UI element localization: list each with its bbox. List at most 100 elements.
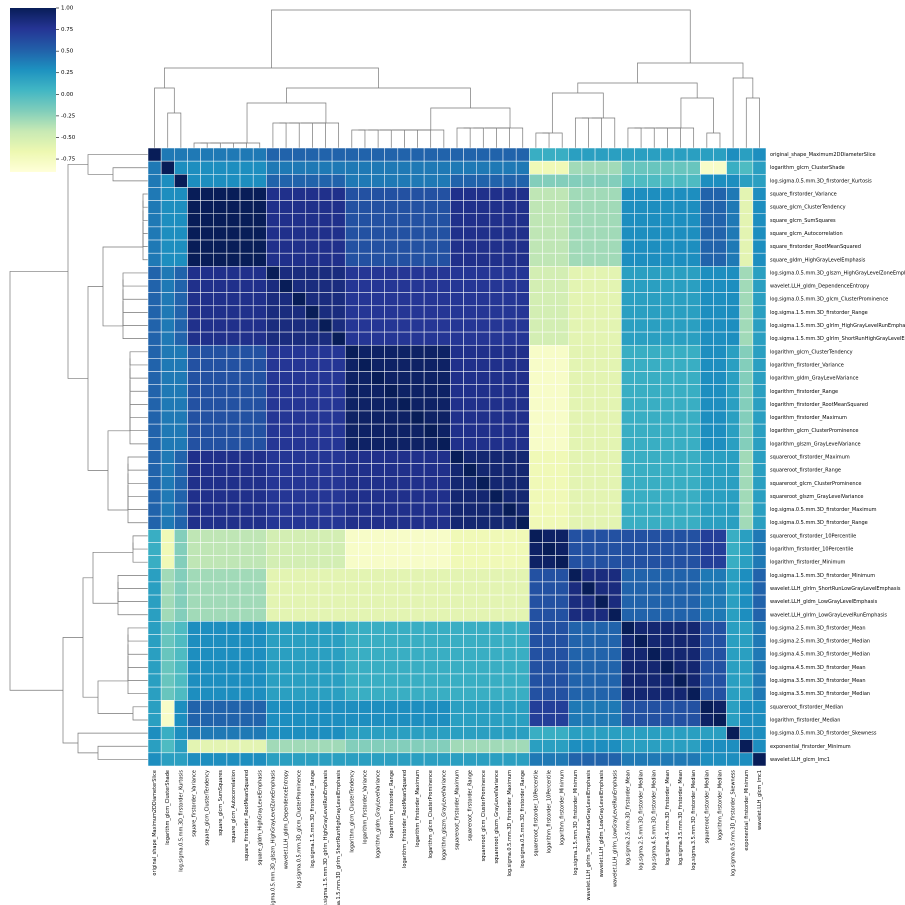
cell [647, 647, 662, 662]
cell [607, 397, 622, 412]
cell [739, 174, 754, 188]
cell [621, 581, 635, 596]
row-label: wavelet.LLH_glrlm_ShortRunLowGrayLevelEm… [770, 586, 901, 592]
cell [174, 542, 188, 556]
cell [187, 726, 201, 740]
cell [305, 752, 320, 767]
cell [660, 621, 675, 635]
cell [397, 542, 412, 556]
cell [502, 739, 517, 754]
cell [647, 358, 662, 372]
cell [739, 502, 754, 517]
cell [213, 252, 228, 267]
cell [318, 634, 333, 648]
cell [621, 344, 635, 359]
cell [318, 213, 333, 228]
cell [568, 213, 583, 228]
cell [266, 476, 280, 491]
cell [489, 647, 504, 662]
cell [292, 568, 307, 583]
cell [568, 344, 583, 359]
cell [200, 700, 214, 714]
cell [647, 410, 662, 425]
cell [713, 266, 727, 280]
row-label: square_glcm_Autocorrelation [770, 231, 843, 237]
cell [344, 187, 359, 201]
cell [673, 476, 688, 491]
cell [371, 239, 385, 254]
cell [726, 463, 740, 477]
cell [423, 739, 438, 754]
cell [226, 252, 241, 267]
cell [437, 647, 451, 662]
cell [463, 660, 477, 675]
cell [673, 213, 688, 228]
cell [147, 581, 162, 596]
cell [515, 673, 530, 688]
cell [700, 489, 714, 504]
cell [713, 607, 727, 622]
cell [397, 344, 412, 359]
cell [726, 252, 740, 267]
cell [187, 397, 201, 412]
cell [594, 476, 609, 491]
cell [384, 673, 399, 688]
cell [344, 160, 359, 175]
cell [305, 739, 320, 754]
cell [384, 174, 399, 188]
cell [555, 147, 570, 162]
cell [305, 673, 320, 688]
cell [344, 450, 359, 464]
cell [147, 266, 162, 280]
cell [266, 686, 280, 701]
cell [239, 568, 254, 583]
cell [397, 266, 412, 280]
cell [489, 686, 504, 701]
cell [147, 673, 162, 688]
cell [384, 423, 399, 438]
cell [594, 423, 609, 438]
cell [463, 226, 477, 241]
cell [239, 476, 254, 491]
cell [187, 502, 201, 517]
cell [331, 700, 346, 714]
cell [187, 160, 201, 175]
cell [437, 686, 451, 701]
cell [344, 515, 359, 530]
cell [331, 174, 346, 188]
cell [266, 160, 280, 175]
cell [226, 673, 241, 688]
cell [489, 437, 504, 451]
cell [384, 726, 399, 740]
dendrogram-link [271, 9, 691, 68]
cell [147, 463, 162, 477]
cell [226, 542, 241, 556]
cell [476, 305, 491, 320]
cell [397, 279, 412, 293]
cell [634, 384, 648, 399]
cell [726, 266, 740, 280]
cell [529, 713, 543, 727]
cell [344, 621, 359, 635]
cell [423, 686, 438, 701]
cell [410, 476, 425, 491]
cell [529, 542, 543, 556]
cell [239, 502, 254, 517]
cell [358, 292, 372, 307]
cell [423, 331, 438, 346]
cell [252, 700, 267, 714]
cell [331, 160, 346, 175]
cell [555, 502, 570, 517]
cell [226, 358, 241, 372]
cell [397, 607, 412, 622]
cell [515, 686, 530, 701]
cell [489, 713, 504, 727]
cell [371, 450, 385, 464]
cell [437, 463, 451, 477]
cell [673, 358, 688, 372]
cell [752, 542, 767, 556]
cell [397, 318, 412, 333]
cell [752, 160, 767, 175]
cell [634, 660, 648, 675]
cell [647, 292, 662, 307]
